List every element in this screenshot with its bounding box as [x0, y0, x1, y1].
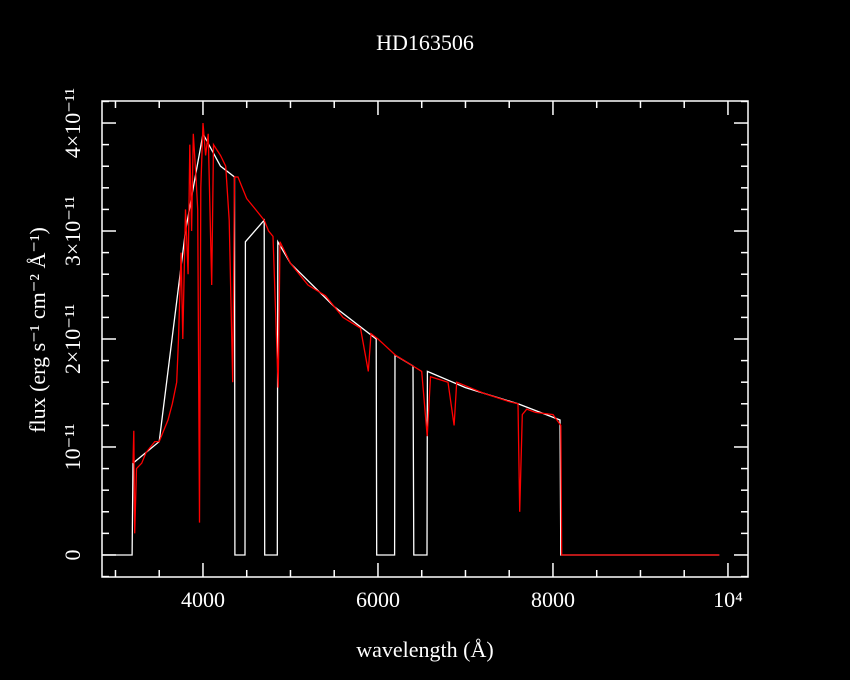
y-tick-label: 4×10⁻¹¹ [60, 88, 85, 158]
y-axis-label: flux (erg s⁻¹ cm⁻² Å⁻¹) [25, 227, 50, 433]
x-axis-label: wavelength (Å) [356, 637, 493, 662]
x-tick-label: 6000 [356, 587, 400, 612]
chart-title: HD163506 [376, 30, 474, 55]
x-tick-label: 4000 [181, 587, 225, 612]
y-tick-label: 2×10⁻¹¹ [60, 304, 85, 374]
y-tick-label: 10⁻¹¹ [60, 424, 85, 471]
spectrum-line [102, 131, 720, 556]
y-tick-label: 0 [60, 549, 85, 560]
x-tick-label: 8000 [531, 587, 575, 612]
y-tick-label: 3×10⁻¹¹ [60, 196, 85, 266]
spectrum-line [132, 122, 720, 556]
x-tick-label: 10⁴ [713, 587, 743, 612]
